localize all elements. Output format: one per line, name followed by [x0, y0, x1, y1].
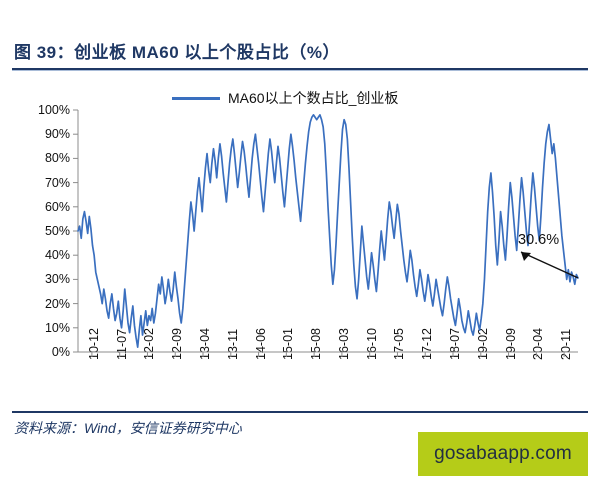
x-tick-label: 18-07 [448, 328, 462, 360]
y-tick-label: 60% [44, 199, 70, 214]
x-tick-label: 20-11 [559, 328, 574, 360]
x-tick-label: 11-07 [114, 328, 129, 360]
x-tick-label: 15-01 [281, 328, 296, 360]
x-tick-label: 13-04 [198, 328, 212, 360]
x-tick-label: 20-04 [531, 328, 546, 360]
footer-divider [12, 411, 588, 413]
chart-legend: MA60以上个数占比_创业板 [172, 88, 398, 108]
legend-series-label: MA60以上个数占比_创业板 [228, 90, 399, 106]
title-divider [12, 68, 588, 70]
y-tick-label: 70% [44, 175, 70, 190]
x-tick-label: 15-08 [309, 328, 324, 360]
x-tick-label: 10-12 [86, 328, 101, 360]
watermark-badge: gosabaapp.com [418, 432, 588, 476]
y-tick-label: 50% [44, 224, 70, 238]
title-divider-soft [12, 70, 588, 71]
x-tick-label: 16-10 [364, 328, 379, 360]
y-axis-labels: 100% 90% 80% 70% 60% 50% 40% 30% 20% 10% 0% [18, 0, 70, 480]
x-tick-label: 17-05 [392, 328, 407, 360]
x-tick-label: 19-09 [503, 328, 518, 360]
y-tick-label: 80% [44, 151, 70, 166]
x-tick-label: 13-11 [225, 328, 240, 360]
x-tick-label: 12-02 [142, 328, 157, 360]
x-tick-label: 14-06 [253, 328, 268, 360]
x-tick-label: 16-03 [336, 328, 351, 360]
page-title: 图 39：创业板 MA60 以上个股占比（%） [14, 43, 341, 62]
y-tick-label: 100% [38, 103, 70, 117]
y-tick-label: 90% [44, 127, 70, 142]
y-tick-label: 10% [44, 320, 70, 335]
x-tick-label: 19-02 [475, 328, 490, 360]
y-tick-label: 30% [44, 272, 70, 287]
endpoint-annotation-label: 30.6% [518, 232, 560, 248]
x-tick-label: 12-09 [170, 328, 185, 360]
x-tick-label: 17-12 [420, 328, 435, 360]
y-tick-label: 0% [51, 345, 70, 359]
legend-line-swatch [172, 96, 220, 100]
source-note: 资料来源：Wind，安信证券研究中心 [14, 420, 242, 436]
y-tick-label: 20% [44, 296, 70, 311]
y-tick-label: 40% [44, 248, 70, 263]
watermark-text: gosabaapp.com [434, 443, 572, 464]
